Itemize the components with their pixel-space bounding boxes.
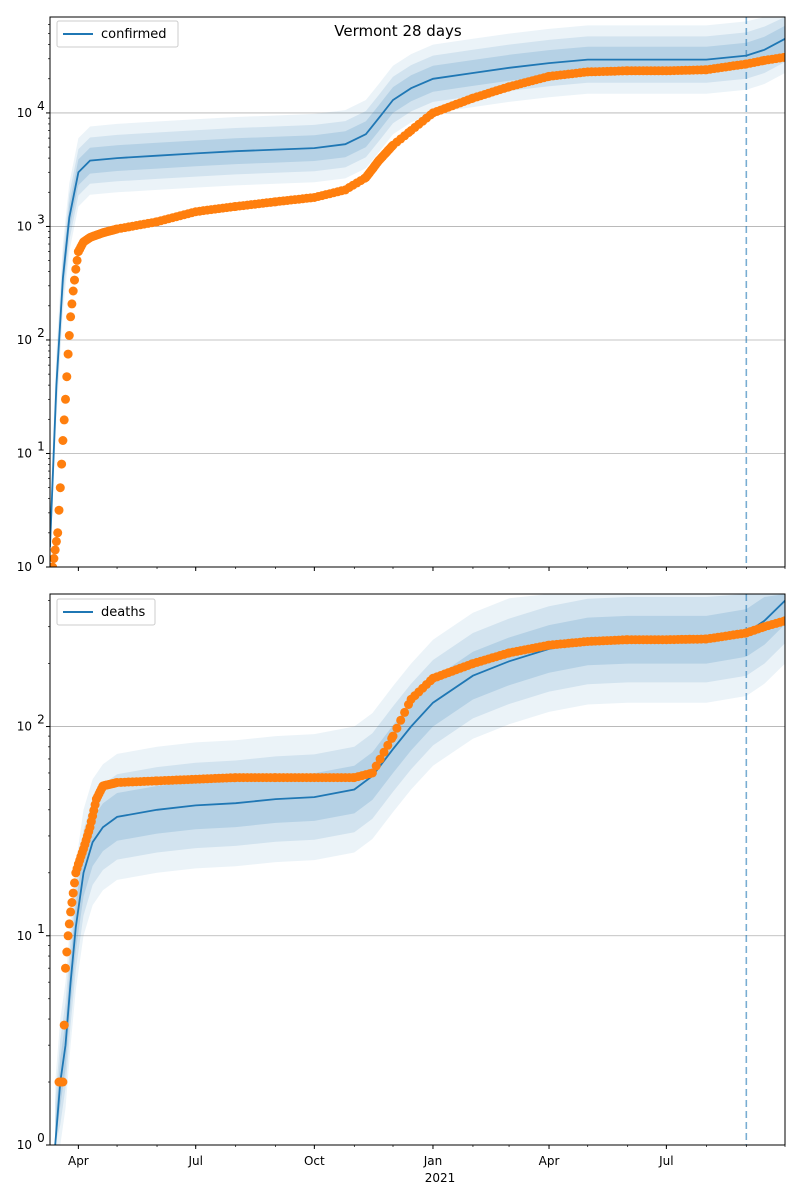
observed-data-point: [57, 459, 67, 469]
confirmed-observed-points: [50, 52, 785, 567]
observed-data-point: [375, 754, 385, 764]
observed-data-point: [392, 723, 402, 733]
y-tick-exponent: 2: [37, 326, 45, 340]
observed-data-point: [371, 761, 381, 771]
y-tick-exponent: 0: [37, 1131, 45, 1145]
observed-data-point: [50, 554, 59, 563]
legend-box: [56, 598, 156, 626]
y-tick-label: 10: [17, 1138, 32, 1152]
y-tick-label: 10: [17, 446, 32, 460]
observed-data-point: [64, 331, 74, 340]
observed-data-point: [72, 255, 82, 265]
confirmed-axes-frame: [49, 16, 786, 568]
uncertainty-band: [50, 25, 785, 560]
deaths-gridlines: [50, 726, 785, 937]
observed-data-point: [400, 707, 410, 717]
x-tick-label: Oct: [304, 1154, 325, 1168]
y-tick-label: 10: [17, 219, 32, 233]
observed-data-point: [50, 562, 58, 567]
deaths-axes-frame: [49, 593, 786, 1146]
observed-data-point: [67, 898, 77, 907]
observed-data-point: [70, 878, 79, 888]
y-tick-exponent: 4: [37, 99, 45, 113]
legend-label-confirmed: confirmed: [101, 27, 167, 42]
observed-data-point: [53, 528, 63, 538]
uncertainty-band: [50, 17, 785, 567]
observed-data-point: [379, 747, 389, 757]
deaths-x-ticks: Apr Jul Oct Jan Apr Jul: [68, 1145, 786, 1168]
observed-data-point: [61, 394, 70, 404]
y-tick-exponent: 2: [37, 713, 45, 727]
uncertainty-band: [55, 594, 785, 1145]
observed-data-point: [71, 264, 81, 274]
x-tick-label: Apr: [68, 1154, 89, 1168]
observed-data-point: [62, 947, 72, 957]
x-tick-label: Jul: [658, 1154, 673, 1168]
axes-frame: [49, 593, 786, 1146]
confirmed-gridlines: [50, 112, 785, 454]
chart-title: Vermont 28 days: [334, 22, 462, 40]
uncertainty-band: [55, 594, 785, 1145]
observed-data-point: [383, 740, 393, 750]
confirmed-uncertainty-bands: [50, 17, 785, 567]
confirmed-y-ticks: 10 0 10 1 10 2 10 3 10 4: [17, 24, 50, 574]
observed-data-point: [59, 1020, 69, 1030]
observed-data-point: [63, 349, 73, 359]
y-tick-label: 10: [17, 929, 32, 943]
observed-data-point: [50, 545, 60, 555]
y-tick-label: 10: [17, 560, 32, 574]
deaths-uncertainty-bands: [55, 594, 785, 1145]
deaths-legend: deaths: [56, 598, 156, 626]
y-tick-exponent: 1: [37, 439, 45, 453]
observed-data-point: [66, 907, 76, 917]
observed-data-point: [388, 731, 398, 741]
observed-data-point: [59, 415, 69, 425]
confirmed-x-ticks: [77, 567, 786, 571]
observed-data-point: [68, 286, 78, 296]
observed-data-point: [780, 52, 785, 62]
observed-data-point: [62, 372, 72, 382]
observed-data-point: [67, 299, 77, 309]
observed-data-point: [780, 616, 785, 626]
y-tick-label: 10: [17, 333, 32, 347]
confirmed-panel: 10 0 10 1 10 2 10 3 10 4 confirmed Vermont 28 day…: [17, 16, 786, 574]
y-tick-label: 10: [17, 106, 32, 120]
observed-data-point: [70, 275, 79, 285]
model-series-line: [50, 38, 785, 548]
observed-data-point: [367, 768, 377, 778]
observed-data-point: [63, 931, 73, 941]
x-axis-year-label: 2021: [425, 1171, 456, 1185]
observed-data-point: [396, 715, 406, 725]
observed-data-point: [58, 436, 68, 445]
legend-box: [56, 20, 179, 48]
y-tick-label: 10: [17, 720, 32, 734]
deaths-observed-points: [54, 616, 785, 1087]
y-tick-exponent: 3: [37, 212, 45, 226]
x-tick-label: Jul: [187, 1154, 202, 1168]
legend-label-deaths: deaths: [101, 605, 146, 620]
x-tick-label: Apr: [539, 1154, 560, 1168]
confirmed-model-line: [50, 38, 785, 548]
observed-data-point: [58, 1077, 68, 1087]
observed-data-point: [64, 919, 74, 929]
axes-frame: [49, 16, 786, 568]
confirmed-legend: confirmed: [56, 20, 179, 48]
observed-data-point: [51, 536, 61, 546]
x-tick-label: Jan: [423, 1154, 443, 1168]
observed-data-point: [55, 483, 65, 493]
observed-data-point: [66, 312, 76, 322]
observed-data-point: [68, 888, 78, 898]
deaths-y-ticks: 10 0 10 1 10 2: [17, 600, 50, 1152]
y-tick-exponent: 0: [37, 553, 45, 567]
deaths-panel: 10 0 10 1 10 2 Apr Jul Oct Jan Apr Jul deaths: [17, 593, 786, 1168]
observed-data-point: [61, 963, 70, 973]
observed-data-point: [54, 505, 64, 515]
uncertainty-band: [50, 17, 785, 567]
y-tick-exponent: 1: [37, 922, 45, 936]
uncertainty-band: [55, 594, 785, 1145]
